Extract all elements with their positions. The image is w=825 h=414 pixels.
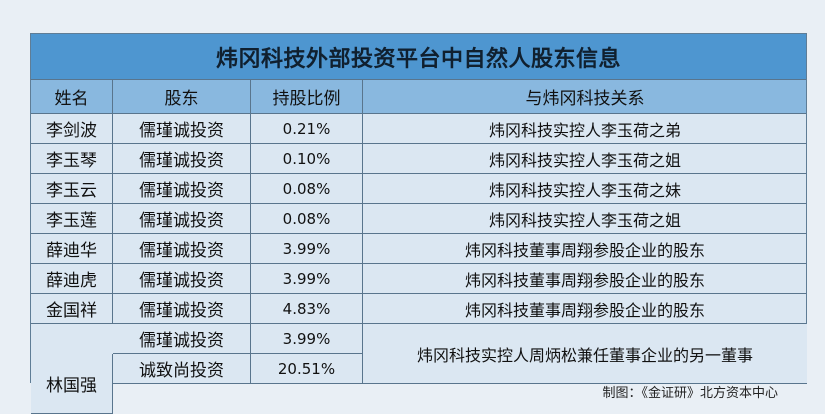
cell-relation: 炜冈科技实控人李玉荷之姐 [488,150,681,170]
table-row: 薛迪虎 儒瑾诚投资 3.99% 炜冈科技董事周翔参股企业的股东 [31,264,806,294]
cell-name: 薛迪华 [31,234,113,263]
table-row: 李玉莲 儒瑾诚投资 0.08% 炜冈科技实控人李玉荷之姐 [31,204,806,234]
cell-name: 李剑波 [31,114,113,143]
cell-name: 李玉琴 [31,144,113,173]
table-row: 薛迪华 儒瑾诚投资 3.99% 炜冈科技董事周翔参股企业的股东 [31,234,806,264]
cell-relation: 炜冈科技董事周翔参股企业的股东 [464,240,705,260]
table-row: 李剑波 儒瑾诚投资 0.21% 炜冈科技实控人李玉荷之弟 [31,114,806,144]
cell-relation: 炜冈科技实控人李玉荷之妹 [488,180,681,200]
table-title: 炜冈科技外部投资平台中自然人股东信息 [31,34,806,80]
cell-relation: 炜冈科技董事周翔参股企业的股东 [464,300,705,320]
cell-shareholder: 儒瑾诚投资 [113,114,251,143]
merged-row-1: 儒瑾诚投资 3.99% [113,324,363,354]
cell-shareholder: 儒瑾诚投资 [113,264,251,293]
cell-shareholder: 儒瑾诚投资 [113,324,251,353]
cell-ratio: 0.08% [251,204,363,233]
cell-name: 李玉云 [31,174,113,203]
cell-shareholder: 儒瑾诚投资 [113,204,251,233]
cell-shareholder: 儒瑾诚投资 [113,144,251,173]
cell-ratio: 20.51% [251,354,363,383]
cell-shareholder: 儒瑾诚投资 [113,234,251,263]
cell-name: 金国祥 [31,294,113,323]
cell-relation: 炜冈科技董事周翔参股企业的股东 [464,270,705,290]
cell-relation: 炜冈科技实控人李玉荷之姐 [488,210,681,230]
cell-ratio: 3.99% [251,324,363,353]
merged-name-cell: 林国强 [31,354,113,414]
cell-ratio: 4.83% [251,294,363,323]
header-relation: 与炜冈科技关系 [525,89,645,109]
cell-shareholder: 诚致尚投资 [113,354,251,383]
cell-shareholder: 儒瑾诚投资 [113,294,251,323]
cell-relation: 炜冈科技实控人李玉荷之弟 [488,120,681,140]
table-row: 李玉云 儒瑾诚投资 0.08% 炜冈科技实控人李玉荷之妹 [31,174,806,204]
table-body: 李剑波 儒瑾诚投资 0.21% 炜冈科技实控人李玉荷之弟 李玉琴 儒瑾诚投资 0… [31,114,807,414]
cell-ratio: 0.21% [251,114,363,143]
cell-shareholder: 儒瑾诚投资 [113,174,251,203]
merged-relation-cell: 炜冈科技实控人周炳松兼任董事企业的另一董事 [363,324,807,384]
table-row: 李玉琴 儒瑾诚投资 0.10% 炜冈科技实控人李玉荷之姐 [31,144,806,174]
merged-row-2: 诚致尚投资 20.51% [113,354,363,384]
table-header-row: 姓名 股东 持股比例 与炜冈科技关系 [31,80,806,114]
cell-ratio: 3.99% [251,264,363,293]
header-name: 姓名 [31,80,113,113]
shareholder-table: 炜冈科技外部投资平台中自然人股东信息 姓名 股东 持股比例 与炜冈科技关系 李剑… [30,33,807,414]
header-ratio: 持股比例 [251,80,363,113]
cell-name: 薛迪虎 [31,264,113,293]
cell-ratio: 3.99% [251,234,363,263]
cell-name: 李玉莲 [31,204,113,233]
cell-ratio: 0.10% [251,144,363,173]
table-row: 金国祥 儒瑾诚投资 4.83% 炜冈科技董事周翔参股企业的股东 [31,294,806,324]
chart-caption: 制图：《金证研》北方资本中心 [602,386,778,401]
cell-ratio: 0.08% [251,174,363,203]
header-shareholder: 股东 [113,80,251,113]
